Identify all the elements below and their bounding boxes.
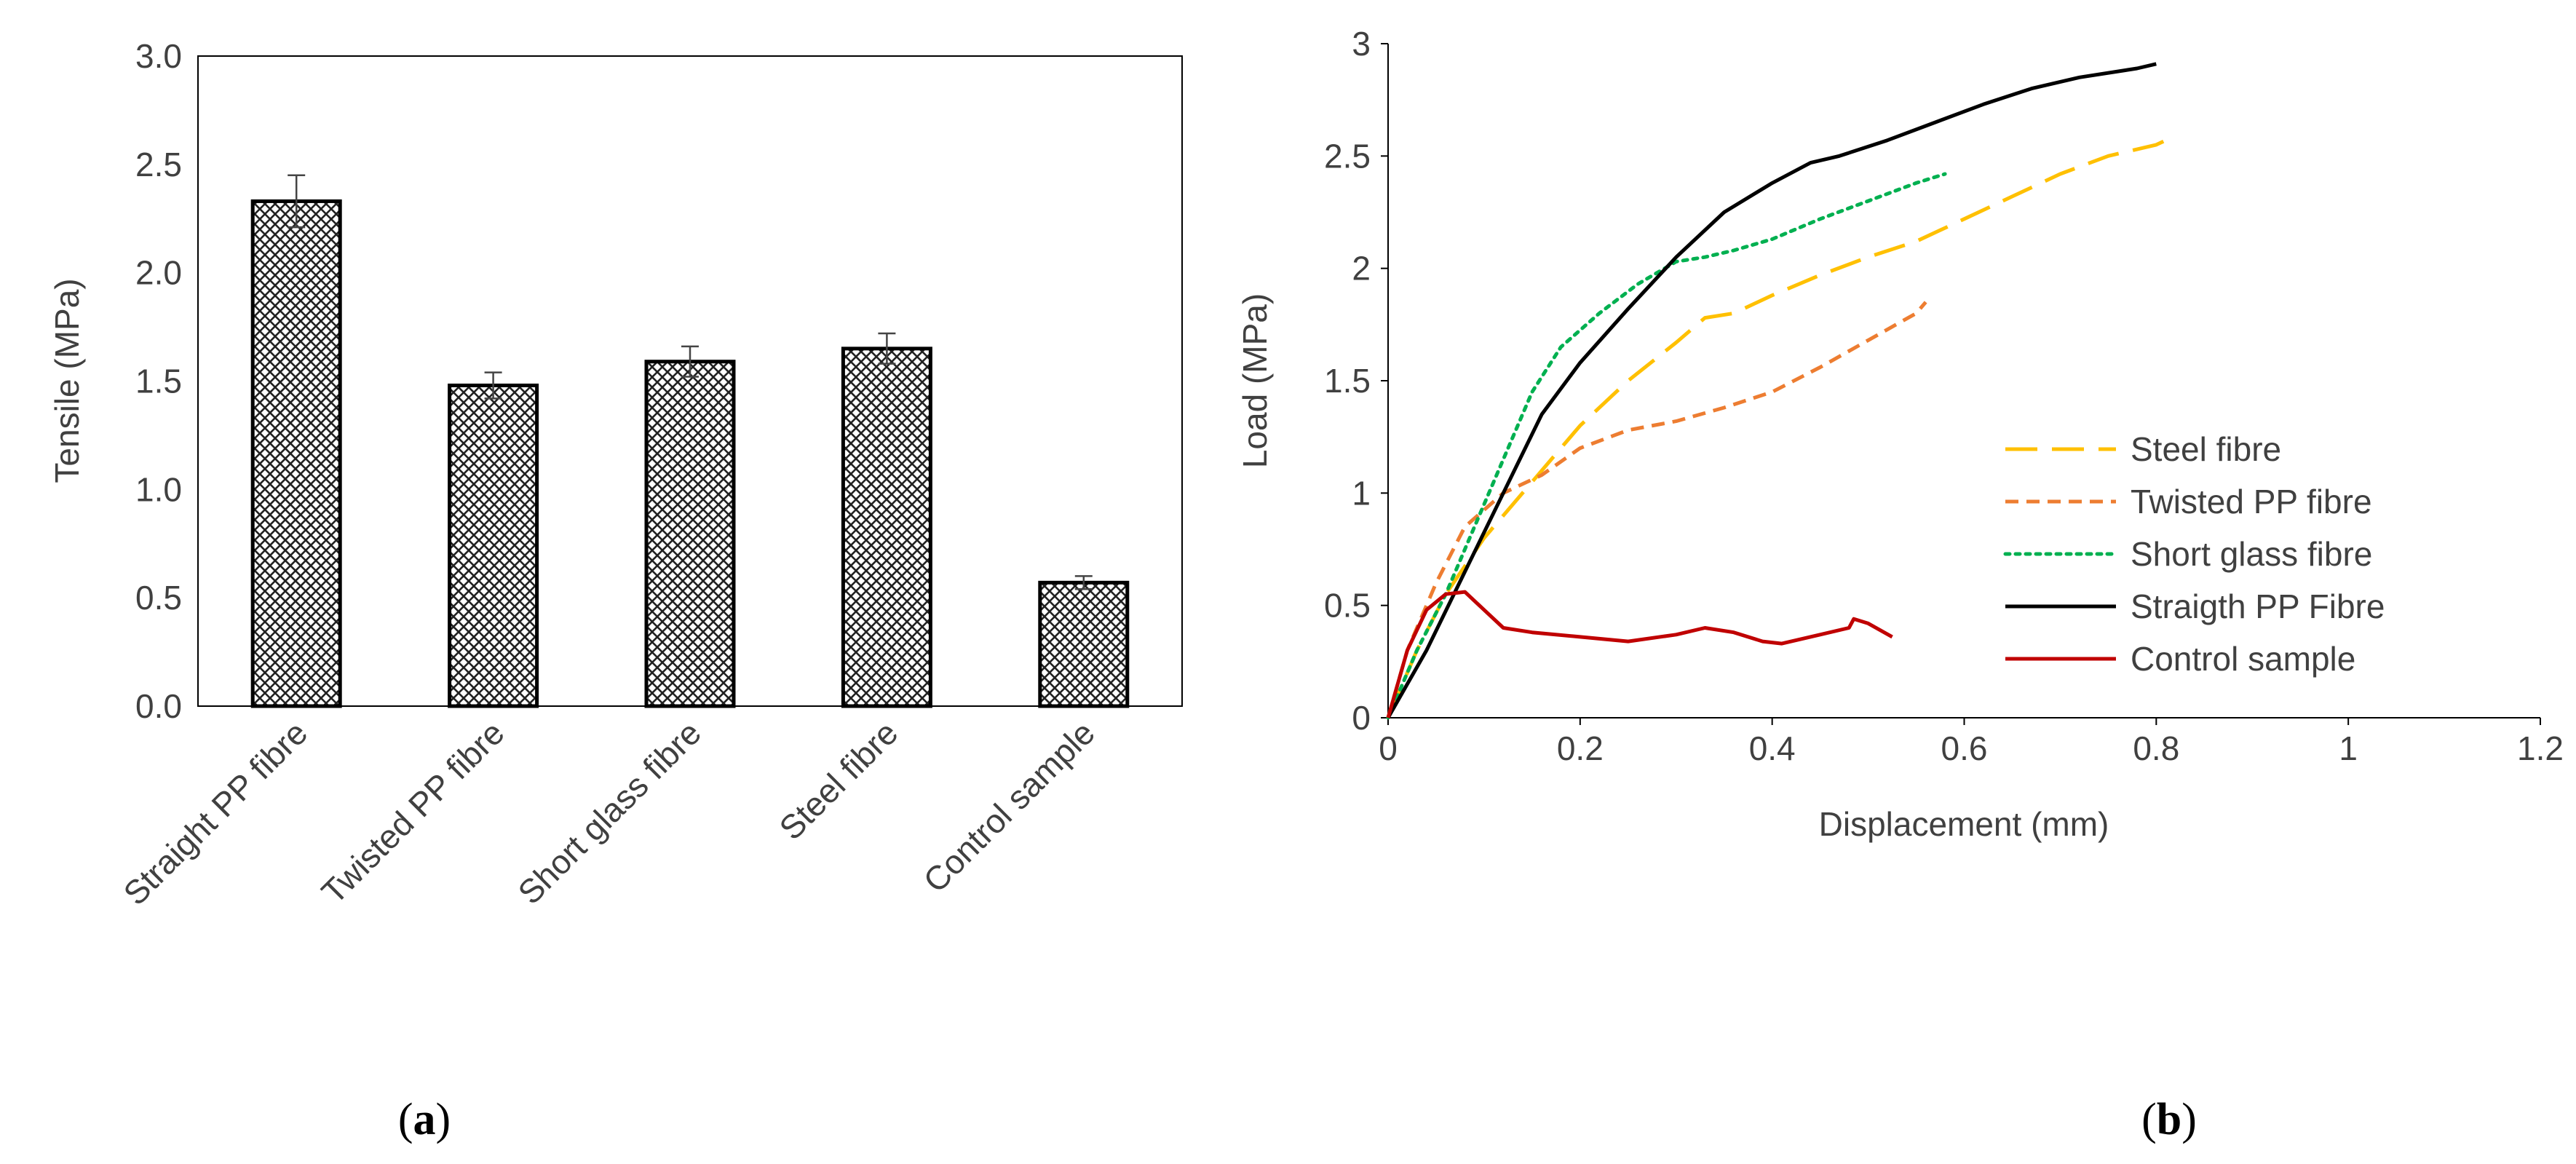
panel-label-b: (b) bbox=[2141, 1095, 2197, 1144]
chart-b-y-axis: 0 0.5 1 1.5 2 2.5 3 bbox=[1324, 25, 1388, 737]
series-line-control-sample bbox=[1386, 590, 1893, 718]
x-tick-label: 0 bbox=[1379, 729, 1398, 767]
bar bbox=[644, 360, 736, 708]
y-tick-label: 2.5 bbox=[135, 146, 182, 183]
x-tick-label: Straight PP fibre bbox=[116, 713, 314, 912]
y-tick-label: 2 bbox=[1352, 250, 1371, 288]
x-tick-label: Twisted PP fibre bbox=[314, 713, 511, 911]
x-tick-label: Control sample bbox=[916, 713, 1102, 900]
y-tick-label: 2.0 bbox=[135, 254, 182, 292]
series-line-steel-fibre bbox=[1386, 138, 2167, 718]
chart-b-x-axis: 0 0.2 0.4 0.6 0.8 1 1.2 bbox=[1379, 718, 2564, 767]
y-tick-label: 1.5 bbox=[1324, 362, 1371, 400]
x-tick-label: 0.4 bbox=[1749, 729, 1796, 767]
legend-item: Control sample bbox=[2005, 640, 2355, 678]
legend-item: Steel fibre bbox=[2005, 430, 2281, 468]
legend-label: Control sample bbox=[2131, 640, 2355, 678]
error-bar bbox=[288, 174, 306, 229]
x-tick-label: 0.6 bbox=[1941, 729, 1988, 767]
bar bbox=[448, 383, 539, 708]
error-bar bbox=[878, 332, 896, 365]
y-tick-label: 2.5 bbox=[1324, 137, 1371, 175]
y-tick-label: 0.5 bbox=[1324, 587, 1371, 625]
y-tick-label: 0.5 bbox=[135, 579, 182, 617]
x-tick-label: 0.8 bbox=[2133, 729, 2179, 767]
y-tick-label: 1.5 bbox=[135, 363, 182, 400]
series-line-straigth-pp-fibre bbox=[1386, 62, 2157, 719]
bar bbox=[841, 347, 932, 708]
x-tick-label: 0.2 bbox=[1557, 729, 1604, 767]
legend-label: Twisted PP fibre bbox=[2131, 483, 2372, 520]
chart-a-y-axis: 0.0 0.5 1.0 1.5 2.0 2.5 3.0 bbox=[135, 37, 182, 725]
y-tick-label: 3 bbox=[1352, 25, 1371, 63]
chart-b-y-axis-label: Load (MPa) bbox=[1236, 293, 1274, 468]
panel-label-a: (a) bbox=[398, 1095, 451, 1144]
legend-label: Steel fibre bbox=[2131, 430, 2281, 468]
x-tick-label: Short glass fibre bbox=[510, 713, 708, 911]
chart-b-x-axis-label: Displacement (mm) bbox=[1819, 805, 2109, 843]
y-tick-label: 1 bbox=[1352, 474, 1371, 512]
series-line-twisted-pp-fibre bbox=[1386, 301, 1927, 718]
legend-label: Short glass fibre bbox=[2131, 535, 2372, 573]
error-bar bbox=[1074, 575, 1093, 590]
chart-a-y-axis-label: Tensile (MPa) bbox=[48, 278, 86, 483]
legend-label: Straigth PP Fibre bbox=[2131, 587, 2385, 625]
chart-b-legend: Steel fibre Twisted PP fibre Short glass f… bbox=[2003, 430, 2385, 678]
x-tick-label: 1 bbox=[2339, 729, 2358, 767]
bar-chart-tensile: 0.00.51.01.52.02.53.0 Straight PP fibre T… bbox=[48, 37, 1183, 1144]
y-tick-label: 1.0 bbox=[135, 470, 182, 508]
legend-item: Twisted PP fibre bbox=[2005, 483, 2372, 520]
chart-b-series bbox=[1386, 62, 2167, 720]
x-tick-label: 1.2 bbox=[2517, 729, 2564, 767]
chart-a-bars bbox=[250, 174, 1130, 708]
series-line-short-glass-fibre bbox=[1386, 172, 1947, 720]
legend-item: Straigth PP Fibre bbox=[2005, 587, 2385, 625]
y-tick-label: 3.0 bbox=[135, 37, 182, 75]
y-tick-label: 0 bbox=[1352, 699, 1371, 737]
y-tick-label: 0.0 bbox=[135, 687, 182, 725]
error-bar bbox=[484, 371, 502, 400]
bar bbox=[250, 199, 342, 708]
line-chart-load-displacement: 0 0.5 1 1.5 2 2.5 3 0 0.2 0.4 0.6 0.8 1 1.2 Steel fi… bbox=[1236, 25, 2564, 1144]
x-tick-label: Steel fibre bbox=[772, 713, 905, 847]
legend-item: Short glass fibre bbox=[2003, 535, 2372, 573]
bar bbox=[1038, 580, 1130, 708]
error-bar bbox=[681, 345, 699, 378]
